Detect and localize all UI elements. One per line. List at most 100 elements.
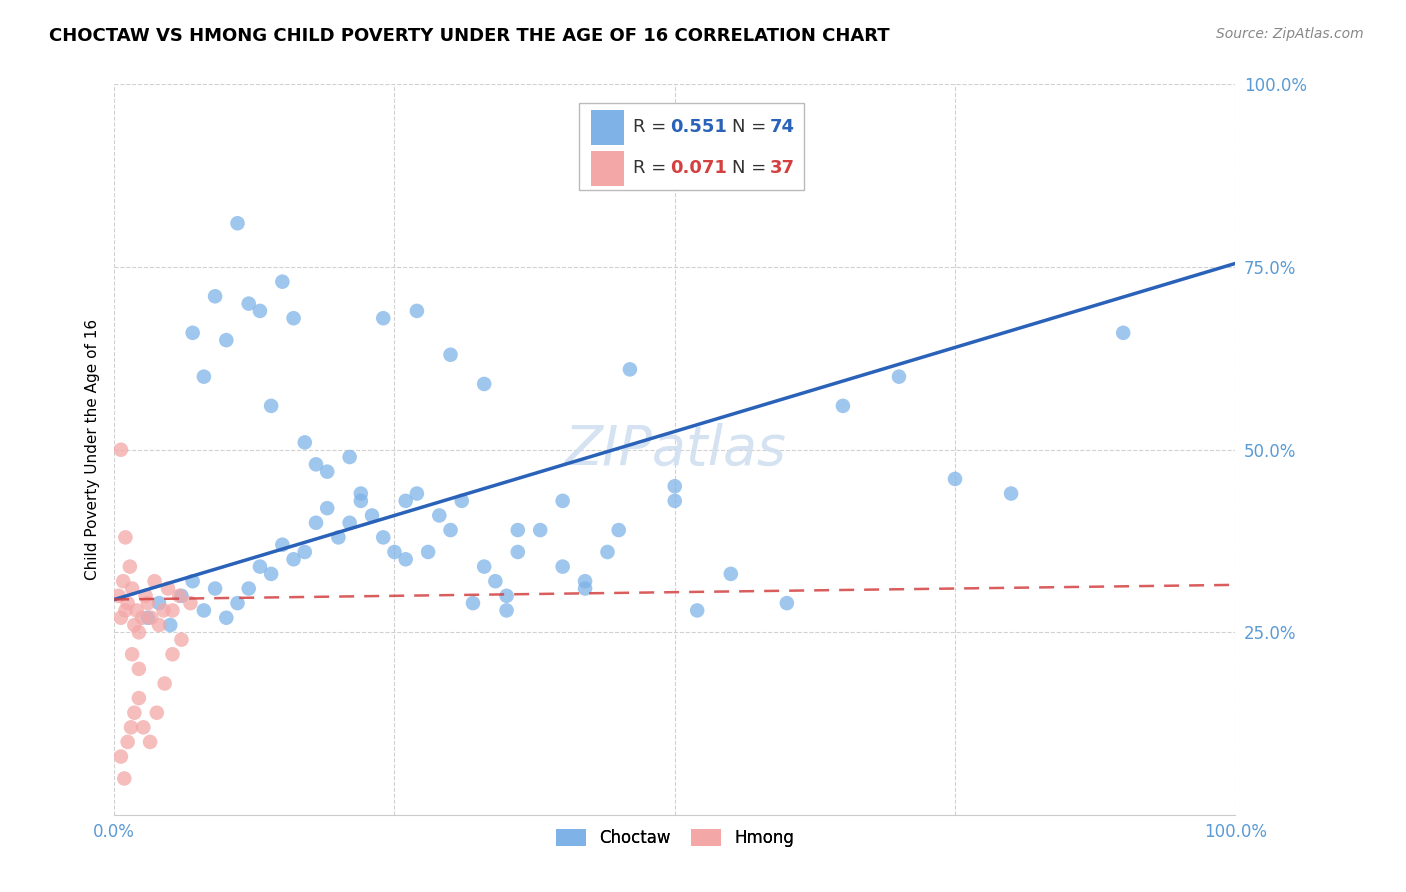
Point [484, 574, 506, 589]
Point [574, 574, 596, 589]
Point [271, 538, 294, 552]
Point [110, 611, 132, 625]
Point [117, 735, 139, 749]
Point [664, 493, 686, 508]
Point [316, 501, 339, 516]
Point [283, 311, 305, 326]
FancyBboxPatch shape [591, 110, 624, 145]
Point [179, 596, 201, 610]
FancyBboxPatch shape [591, 151, 624, 186]
Point [249, 559, 271, 574]
Text: N =: N = [733, 160, 772, 178]
Point [135, 589, 157, 603]
Point [114, 603, 136, 617]
Point [117, 596, 139, 610]
Point [148, 596, 170, 610]
Point [361, 508, 384, 523]
Point [529, 523, 551, 537]
Point [339, 516, 361, 530]
Point [551, 559, 574, 574]
Text: 74: 74 [770, 119, 794, 136]
Point [495, 589, 517, 603]
Point [328, 530, 350, 544]
Point [495, 603, 517, 617]
Text: R =: R = [633, 119, 672, 136]
Point [305, 516, 328, 530]
Point [193, 369, 215, 384]
Point [1000, 486, 1022, 500]
Point [461, 596, 484, 610]
Legend: Choctaw, Hmong: Choctaw, Hmong [550, 822, 800, 855]
Point [384, 545, 406, 559]
Point [373, 530, 395, 544]
Point [193, 603, 215, 617]
Point [128, 625, 150, 640]
Point [305, 458, 328, 472]
Point [128, 662, 150, 676]
Point [887, 369, 910, 384]
Point [159, 618, 181, 632]
Point [238, 296, 260, 310]
Text: 37: 37 [770, 160, 794, 178]
Point [283, 552, 305, 566]
Point [132, 720, 155, 734]
Point [439, 348, 461, 362]
Point [120, 720, 142, 734]
Text: R =: R = [633, 160, 672, 178]
Point [167, 589, 190, 603]
Point [121, 582, 143, 596]
Point [395, 552, 418, 566]
Point [131, 611, 153, 625]
Point [506, 523, 529, 537]
Point [170, 632, 193, 647]
Point [406, 486, 429, 500]
Point [472, 559, 495, 574]
Point [181, 326, 204, 340]
Y-axis label: Child Poverty Under the Age of 16: Child Poverty Under the Age of 16 [86, 319, 100, 581]
Point [226, 596, 249, 610]
Point [121, 647, 143, 661]
Point [128, 691, 150, 706]
Point [260, 566, 283, 581]
Point [427, 508, 450, 523]
Point [152, 603, 174, 617]
Point [215, 333, 238, 347]
Point [136, 596, 159, 610]
Point [271, 275, 294, 289]
Point [619, 362, 641, 376]
Point [294, 545, 316, 559]
Point [607, 523, 630, 537]
Point [181, 574, 204, 589]
Point [506, 545, 529, 559]
Point [776, 596, 799, 610]
Point [596, 545, 619, 559]
Point [664, 479, 686, 493]
Text: 0.551: 0.551 [671, 119, 727, 136]
Point [136, 611, 159, 625]
Point [124, 706, 146, 720]
Point [574, 582, 596, 596]
Point [316, 465, 339, 479]
Point [551, 493, 574, 508]
Point [118, 559, 141, 574]
Point [238, 582, 260, 596]
Point [373, 311, 395, 326]
Point [439, 523, 461, 537]
Point [124, 618, 146, 632]
Text: N =: N = [733, 119, 772, 136]
Text: ZIPatlas: ZIPatlas [564, 423, 786, 476]
Point [143, 574, 166, 589]
Point [226, 216, 249, 230]
Point [110, 749, 132, 764]
Point [162, 647, 184, 661]
Point [170, 589, 193, 603]
Point [416, 545, 439, 559]
Point [204, 289, 226, 303]
Point [350, 493, 373, 508]
Point [112, 772, 135, 786]
Point [943, 472, 966, 486]
Point [112, 574, 135, 589]
Point [1112, 326, 1135, 340]
Point [146, 706, 169, 720]
Point [139, 735, 162, 749]
